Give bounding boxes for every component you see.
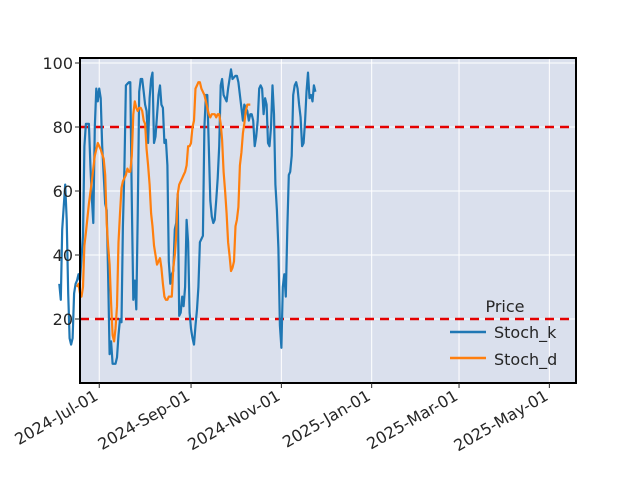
x-tick-label-5: 2025-May-01 [451, 386, 552, 455]
series-layer [58, 68, 317, 365]
x-tick-label-0: 2024-Jul-01 [11, 386, 101, 449]
y-tick-label-100: 100 [42, 54, 73, 73]
legend-label-stoch-d: Stoch_d [494, 350, 557, 370]
x-axis: 2024-Jul-012024-Sep-012024-Nov-012025-Ja… [11, 383, 551, 455]
y-axis: 20 40 60 80 100 [42, 54, 80, 329]
x-tick-label-4: 2025-Mar-01 [363, 386, 461, 453]
y-tick-label-80: 80 [53, 118, 73, 137]
grid-layer [80, 58, 576, 383]
legend-title: Price [485, 297, 524, 316]
x-tick-label-3: 2025-Jan-01 [279, 386, 374, 452]
series-line-stoch-d [76, 81, 251, 343]
y-tick-label-20: 20 [53, 310, 73, 329]
x-tick-label-1: 2024-Sep-01 [95, 386, 194, 454]
plot-frame [79, 57, 577, 384]
legend: Price Stoch_k Stoch_d [450, 297, 557, 370]
y-tick-label-40: 40 [53, 246, 73, 265]
legend-label-stoch-k: Stoch_k [494, 323, 557, 343]
y-tick-label-60: 60 [53, 182, 73, 201]
x-tick-label-2: 2024-Nov-01 [184, 386, 283, 454]
